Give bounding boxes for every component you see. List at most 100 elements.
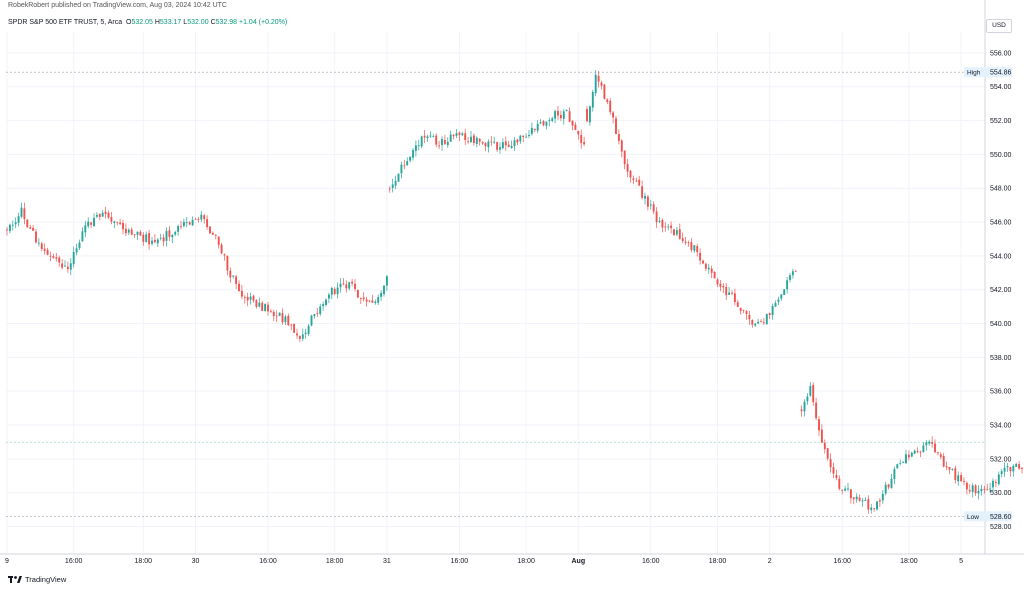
candle-body	[177, 226, 180, 232]
candle-body	[391, 184, 394, 188]
candle-body	[539, 122, 542, 124]
candle-body	[377, 297, 380, 303]
candle-body	[327, 294, 330, 299]
candle-body	[733, 293, 736, 302]
x-tick-label: 18:00	[326, 558, 344, 565]
candle-body	[475, 137, 478, 145]
candle-body	[159, 237, 162, 239]
candle-body	[754, 323, 757, 326]
tradingview-logo-text: TradingView	[25, 575, 67, 584]
x-tick-label: 18:00	[517, 558, 535, 565]
candle-body	[762, 322, 765, 324]
candle-body	[513, 140, 516, 146]
candle-body	[409, 156, 412, 161]
candle-body	[261, 302, 264, 311]
candle-body	[1012, 465, 1015, 472]
candle-body	[142, 234, 145, 242]
candle-body	[963, 480, 965, 482]
candle-body	[113, 221, 116, 223]
low-marker-value: 528.60	[990, 514, 1012, 521]
x-tick-label: 16:00	[451, 558, 469, 565]
open-label: O	[126, 19, 132, 26]
candle-body	[429, 135, 432, 137]
x-tick-label: 30	[192, 558, 200, 565]
candle-body	[412, 150, 414, 158]
currency-button[interactable]: USD	[986, 19, 1012, 33]
candle-body	[325, 299, 327, 305]
candle-body	[925, 442, 928, 446]
candle-body	[37, 242, 40, 244]
candle-body	[673, 229, 675, 236]
y-tick-label: 532.00	[990, 456, 1012, 463]
candle-body	[316, 312, 319, 314]
low-marker-tag	[964, 511, 1012, 522]
candle-body	[696, 246, 699, 253]
candle-body	[472, 135, 475, 144]
candle-body	[945, 466, 948, 468]
candle-body	[168, 230, 171, 237]
candle-body	[151, 240, 153, 244]
candle-body	[383, 285, 385, 295]
candle-body	[670, 225, 673, 229]
candle-body	[1009, 467, 1012, 472]
open-value: 532.05	[131, 19, 153, 26]
candle-body	[913, 450, 916, 454]
candle-body	[684, 241, 687, 243]
candle-body	[832, 467, 835, 474]
candle-body	[809, 385, 812, 396]
candle-body	[264, 303, 267, 312]
x-tick-label: 16:00	[65, 558, 83, 565]
candle-body	[35, 231, 37, 243]
candle-body	[481, 142, 484, 144]
candle-body	[583, 142, 586, 145]
candle-body	[1000, 471, 1003, 475]
candle-body	[359, 298, 362, 299]
x-tick-label: 16:00	[833, 558, 851, 565]
candle-body	[1021, 467, 1023, 469]
candle-body	[20, 207, 23, 217]
candle-body	[333, 288, 336, 295]
candle-body	[504, 141, 507, 146]
candle-body	[6, 229, 8, 231]
candle-body	[174, 232, 177, 235]
candle-body	[681, 238, 684, 241]
candle-body	[139, 231, 142, 236]
candle-body	[252, 295, 255, 301]
candle-body	[217, 236, 220, 245]
candle-body	[818, 419, 820, 431]
candle-body	[75, 248, 78, 253]
candle-body	[786, 280, 789, 290]
candle-body	[994, 482, 997, 484]
candle-body	[119, 222, 122, 224]
candle-body	[461, 133, 464, 136]
candle-body	[557, 110, 559, 116]
y-tick-label: 552.00	[990, 118, 1012, 125]
candle-body	[493, 141, 496, 143]
candle-body	[464, 133, 467, 140]
candle-body	[90, 222, 93, 225]
candle-body	[145, 234, 148, 242]
candle-body	[667, 226, 670, 228]
candle-body	[446, 141, 449, 146]
candle-body	[638, 179, 641, 186]
candle-body	[936, 452, 939, 454]
publisher-credit: RobekRobert published on TradingView.com…	[8, 2, 227, 9]
candle-body	[658, 221, 661, 223]
candle-body	[971, 485, 974, 492]
candle-body	[661, 219, 664, 228]
candle-body	[783, 289, 786, 295]
candle-body	[29, 227, 32, 229]
candle-body	[455, 133, 458, 136]
candle-body	[522, 135, 525, 138]
candle-body	[554, 111, 557, 119]
candle-body	[400, 164, 403, 174]
high-value: 533.17	[159, 19, 182, 26]
candle-body	[623, 150, 626, 165]
candle-body	[380, 292, 383, 297]
candle-body	[873, 508, 876, 510]
high-marker-value: 554.86	[990, 70, 1012, 77]
candle-body	[519, 135, 522, 142]
x-tick-label: 16:00	[259, 558, 277, 565]
candle-body	[812, 385, 815, 403]
